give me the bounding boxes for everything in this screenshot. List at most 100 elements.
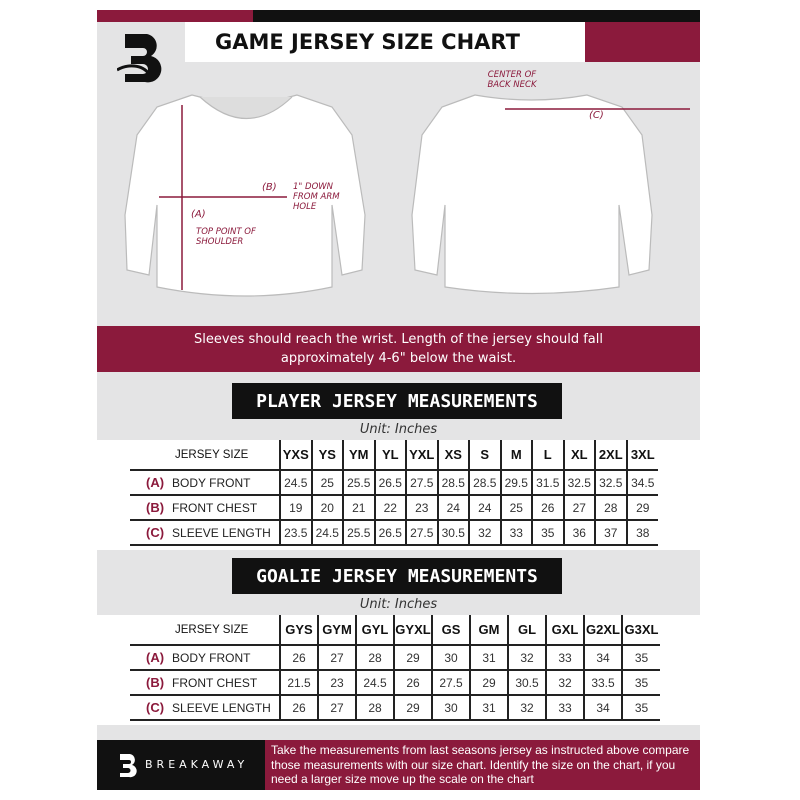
table-row: (C) SLEEVE LENGTH 26 27 28 29 30 31 32 33 34 35 bbox=[130, 695, 660, 721]
title-accent-block bbox=[585, 22, 700, 62]
table-cell: 34 bbox=[583, 695, 622, 721]
breakaway-small-logo-icon bbox=[120, 754, 137, 778]
measurement-key: (A) bbox=[146, 650, 165, 665]
size-header: 3XL bbox=[625, 440, 658, 471]
size-header: S bbox=[468, 440, 501, 471]
table-cell: 28 bbox=[355, 695, 394, 721]
table-cell: 32 bbox=[507, 695, 546, 721]
jersey-size-label: JERSEY SIZE bbox=[130, 615, 280, 646]
measurement-name: SLEEVE LENGTH bbox=[172, 526, 271, 540]
table-cell: 37 bbox=[594, 520, 627, 546]
table-cell: 32 bbox=[468, 520, 501, 546]
table-cell: 23 bbox=[405, 495, 438, 521]
table-cell: 27.5 bbox=[405, 470, 438, 496]
table-cell: 24.5 bbox=[310, 520, 343, 546]
table-cell: 26.5 bbox=[373, 470, 406, 496]
size-header: GYS bbox=[279, 615, 318, 646]
page-title: GAME JERSEY SIZE CHART bbox=[185, 22, 585, 62]
table-cell: 33 bbox=[545, 645, 584, 671]
table-cell: 32 bbox=[545, 670, 584, 696]
measurement-lines bbox=[159, 105, 690, 290]
measurement-name: SLEEVE LENGTH bbox=[172, 701, 271, 715]
size-header: YXL bbox=[405, 440, 438, 471]
table-cell: 26 bbox=[279, 695, 318, 721]
label-a: (A) bbox=[191, 209, 206, 220]
size-chart-page: GAME JERSEY SIZE CHART (B) 1" DOWN FROM … bbox=[97, 10, 700, 790]
table-cell: 21 bbox=[342, 495, 375, 521]
measurement-label: (B) FRONT CHEST bbox=[130, 670, 280, 696]
table-cell: 33 bbox=[545, 695, 584, 721]
table-cell: 19 bbox=[279, 495, 312, 521]
size-header: GL bbox=[507, 615, 546, 646]
measurement-key: (B) bbox=[146, 500, 165, 515]
size-header: G2XL bbox=[583, 615, 622, 646]
table-header-row: JERSEY SIZE GYS GYM GYL GYXL GS GM GL GXL G2XL G3X… bbox=[130, 615, 660, 646]
table-cell: 35 bbox=[621, 695, 660, 721]
size-header: XS bbox=[436, 440, 469, 471]
table-cell: 33.5 bbox=[583, 670, 622, 696]
table-row: (B) FRONT CHEST 19 20 21 22 23 24 24 25 26 27 28 29 bbox=[130, 495, 658, 521]
size-header: YM bbox=[342, 440, 375, 471]
jersey-size-label: JERSEY SIZE bbox=[130, 440, 280, 471]
brand-name: BREAKAWAY bbox=[145, 758, 249, 771]
footer-brand: BREAKAWAY bbox=[97, 740, 265, 790]
table-cell: 29 bbox=[393, 695, 432, 721]
table-cell: 32.5 bbox=[562, 470, 595, 496]
table-cell: 29 bbox=[625, 495, 658, 521]
table-cell: 29 bbox=[393, 645, 432, 671]
size-header: L bbox=[531, 440, 564, 471]
table-cell: 30 bbox=[431, 645, 470, 671]
table-cell: 24 bbox=[468, 495, 501, 521]
size-header: XL bbox=[562, 440, 595, 471]
measurement-label: (C) SLEEVE LENGTH bbox=[130, 695, 280, 721]
table-cell: 25.5 bbox=[342, 470, 375, 496]
table-cell: 26 bbox=[279, 645, 318, 671]
label-a-desc: TOP POINT OF SHOULDER bbox=[196, 227, 256, 247]
table-cell: 24.5 bbox=[279, 470, 312, 496]
measurement-name: FRONT CHEST bbox=[172, 501, 258, 515]
table-cell: 27 bbox=[562, 495, 595, 521]
table-cell: 22 bbox=[373, 495, 406, 521]
table-cell: 35 bbox=[531, 520, 564, 546]
goalie-section-title: GOALIE JERSEY MEASUREMENTS bbox=[232, 558, 562, 594]
measurement-name: BODY FRONT bbox=[172, 476, 251, 490]
measurement-label: (A) BODY FRONT bbox=[130, 645, 280, 671]
table-cell: 29 bbox=[469, 670, 508, 696]
size-header: YXS bbox=[279, 440, 312, 471]
table-cell: 23 bbox=[317, 670, 356, 696]
player-unit: Unit: Inches bbox=[359, 422, 438, 437]
measurement-name: FRONT CHEST bbox=[172, 676, 258, 690]
size-header: GYXL bbox=[393, 615, 432, 646]
fit-note: Sleeves should reach the wrist. Length o… bbox=[97, 326, 700, 372]
table-cell: 32 bbox=[507, 645, 546, 671]
size-header: GYM bbox=[317, 615, 356, 646]
table-cell: 38 bbox=[625, 520, 658, 546]
measurement-key: (C) bbox=[146, 700, 165, 715]
table-cell: 35 bbox=[621, 645, 660, 671]
breakaway-logo-icon bbox=[117, 34, 162, 83]
table-cell: 28 bbox=[355, 645, 394, 671]
size-header: YL bbox=[373, 440, 406, 471]
table-row: (A) BODY FRONT 24.5 25 25.5 26.5 27.5 28.5 28.5 2… bbox=[130, 470, 658, 496]
label-c: (C) bbox=[589, 110, 604, 121]
table-cell: 27 bbox=[317, 695, 356, 721]
size-header: YS bbox=[310, 440, 343, 471]
player-section-title: PLAYER JERSEY MEASUREMENTS bbox=[232, 383, 562, 419]
jersey-diagram bbox=[124, 94, 690, 297]
measurement-label: (A) BODY FRONT bbox=[130, 470, 280, 496]
table-cell: 26 bbox=[531, 495, 564, 521]
table-cell: 31 bbox=[469, 645, 508, 671]
table-cell: 26.5 bbox=[373, 520, 406, 546]
table-row: (B) FRONT CHEST 21.5 23 24.5 26 27.5 29 30.5 32 33… bbox=[130, 670, 660, 696]
footer-instructions: Take the measurements from last seasons … bbox=[265, 740, 700, 790]
size-header: GM bbox=[469, 615, 508, 646]
goalie-table: JERSEY SIZE GYS GYM GYL GYXL GS GM GL GXL G2XL G3X… bbox=[97, 615, 700, 725]
table-cell: 27 bbox=[317, 645, 356, 671]
size-header: G3XL bbox=[621, 615, 660, 646]
table-cell: 28.5 bbox=[436, 470, 469, 496]
table-cell: 28.5 bbox=[468, 470, 501, 496]
table-cell: 36 bbox=[562, 520, 595, 546]
table-cell: 25.5 bbox=[342, 520, 375, 546]
goalie-unit: Unit: Inches bbox=[359, 597, 438, 612]
table-cell: 34 bbox=[583, 645, 622, 671]
